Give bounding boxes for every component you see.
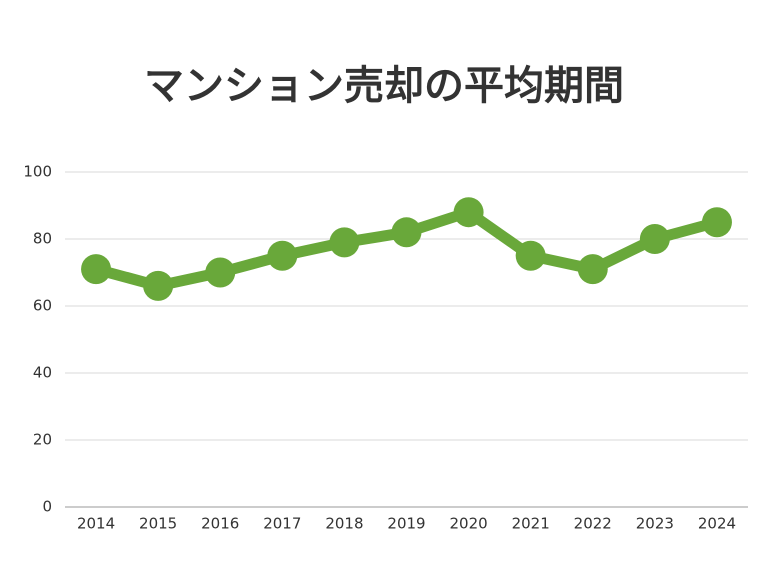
x-tick-label: 2016: [201, 515, 239, 533]
marker: [143, 270, 174, 301]
marker: [453, 197, 484, 228]
marker: [267, 240, 298, 271]
marker: [701, 207, 732, 238]
x-tick-label: 2014: [77, 515, 115, 533]
marker: [577, 254, 608, 285]
x-tick-label: 2019: [387, 515, 425, 533]
marker: [205, 257, 236, 288]
x-tick-label: 2023: [636, 515, 674, 533]
y-tick-label: 60: [33, 297, 52, 315]
marker: [515, 240, 546, 271]
x-tick-label: 2017: [263, 515, 301, 533]
x-tick-label: 2022: [574, 515, 612, 533]
x-tick-label: 2021: [512, 515, 550, 533]
marker: [81, 254, 112, 285]
marker: [329, 227, 360, 258]
y-tick-label: 100: [23, 163, 52, 181]
x-tick-label: 2020: [449, 515, 487, 533]
x-tick-label: 2018: [325, 515, 363, 533]
marker: [639, 224, 670, 254]
y-tick-label: 40: [33, 364, 52, 382]
y-tick-label: 80: [33, 230, 52, 248]
y-tick-label: 0: [42, 498, 52, 516]
x-tick-label: 2015: [139, 515, 177, 533]
marker: [391, 217, 422, 248]
x-tick-label: 2024: [698, 515, 736, 533]
chart-title: マンション売却の平均期間: [144, 63, 624, 109]
y-tick-label: 20: [33, 431, 52, 449]
